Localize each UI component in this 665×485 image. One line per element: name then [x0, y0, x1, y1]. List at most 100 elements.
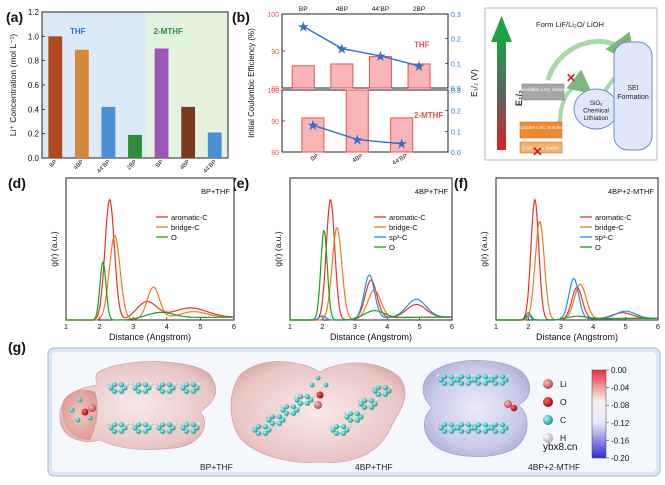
e12-star-marker-3: ★: [413, 58, 426, 74]
colorbar-tick-label: -0.16: [611, 436, 630, 445]
plot-frame: [289, 177, 453, 321]
bp-upper-carbon-atom: [142, 388, 149, 394]
bp-lower-carbon-atom: [190, 428, 197, 434]
panel-letter-b: (b): [232, 9, 250, 25]
4bp-lower-carbon-atom: [492, 428, 499, 434]
4bp-right-carbon-atom: [347, 411, 354, 417]
e12-star-marker-1: ★: [351, 132, 364, 148]
4bp-lower-hydrogen-atom: [473, 422, 477, 426]
y-tick-label: 100: [267, 88, 279, 95]
bottom-x-label: 4BP: [351, 154, 364, 165]
y-tick-label: 0.2: [28, 130, 40, 139]
x-tick-label: 6: [232, 322, 236, 331]
thf-carbon-atom: [75, 417, 81, 423]
subplot-label: THF: [414, 40, 430, 49]
unsuitable-x-mark: ✕: [566, 71, 576, 85]
4bp-upper-hydrogen-atom: [473, 374, 477, 378]
4bp-left-carbon-atom: [252, 427, 258, 433]
4bp-lower-carbon-atom: [465, 428, 472, 434]
legend-label-2: sp³-C: [595, 233, 614, 242]
panel-e-rdf-chart: 1 2 3 4 5 6 Distance (Angstrom) g(r) (a.u.) 4BP+…: [273, 177, 454, 342]
x-tick-label: 3: [131, 322, 135, 331]
4bp-right-hydrogen-atom: [348, 424, 352, 428]
plot-frame: [495, 177, 659, 321]
sio-label-line: SiOₓ: [590, 100, 603, 107]
4bp-left-carbon-atom: [290, 404, 297, 410]
4bp-upper-carbon-atom: [472, 377, 478, 383]
efficiency-bar-1: [330, 63, 354, 89]
4bp-right-carbon-atom: [372, 401, 378, 407]
bp-upper-carbon-atom: [170, 385, 176, 391]
top-x-label: 4BP: [336, 6, 348, 13]
4bp-upper-hydrogen-atom: [487, 374, 491, 378]
legend-atom-li: [543, 379, 553, 389]
4bp-upper-carbon-atom: [448, 374, 455, 380]
energy-axis-arrow: [497, 40, 506, 150]
legend-label-2: O: [171, 233, 177, 242]
4bp-left-hydrogen-atom: [250, 424, 254, 428]
4bp-right-carbon-atom: [347, 417, 354, 423]
4bp-right-carbon-atom: [333, 424, 340, 430]
4bp-lower-carbon-atom: [448, 428, 455, 434]
legend-atom-h: [543, 433, 553, 443]
bar-1: [74, 49, 89, 158]
bp-upper-carbon-atom: [166, 382, 173, 388]
4bp-upper-carbon-atom: [482, 380, 489, 386]
4bp-lower-carbon-atom: [458, 428, 465, 434]
bp-upper-carbon-atom: [111, 382, 118, 388]
4bp-upper-carbon-atom: [455, 377, 461, 383]
bottom-x-label: BP: [310, 154, 320, 163]
4bp-upper-carbon-atom: [441, 380, 448, 386]
4bp-upper-carbon-atom: [458, 380, 465, 386]
y-tick-label: 80: [271, 150, 279, 157]
4bp-upper-carbon-atom: [503, 377, 509, 383]
4bp-left-carbon-atom: [297, 394, 304, 400]
panel-c-mechanism-diagram: E₁/₂ Form LiF/Li₂O/ LiOH Unsuitable LAC …: [484, 7, 658, 161]
panel-letter-g: (g): [8, 339, 26, 355]
y-tick-label: 1.0: [28, 32, 40, 41]
x-tick-label: 2: [526, 322, 530, 331]
top-x-label: 2BP: [413, 6, 425, 13]
y2-tick-label: 0.1: [451, 129, 461, 136]
y-axis-label: g(r) (a.u.): [49, 231, 59, 267]
bp-lower-carbon-atom: [142, 428, 149, 434]
4bp-right-carbon-atom: [330, 427, 336, 433]
bp-thf-molecule: [69, 382, 202, 434]
e12-star-marker-2: ★: [374, 48, 387, 64]
energy-axis-label: E₁/₂: [514, 90, 524, 106]
4bp-left-carbon-atom: [304, 400, 311, 406]
thf-red-region: [61, 389, 98, 440]
4bp-right-carbon-atom: [368, 398, 375, 404]
lithium-atom: [88, 404, 96, 412]
y2-tick-label: 0.1: [451, 61, 461, 68]
4bp-thf-esp-surface: [230, 361, 406, 463]
lif-arrow-label: Form LiF/Li₂O/ LiOH: [536, 20, 604, 29]
x-axis-label: Distance (Angstrom): [330, 332, 412, 342]
4bp-left-carbon-atom: [290, 410, 297, 416]
4bp-right-carbon-atom: [333, 430, 340, 436]
4bp-left-hydrogen-atom: [292, 394, 296, 398]
4bp-left-carbon-atom: [269, 414, 276, 420]
efficiency-bar-0: [291, 65, 315, 89]
4bp-lower-hydrogen-atom: [470, 422, 474, 426]
bp-upper-carbon-atom: [194, 385, 200, 391]
lithium-atom: [504, 400, 512, 408]
y-tick-label: 90: [271, 49, 279, 56]
4bp-lower-hydrogen-atom: [453, 422, 457, 426]
x-tick-label: 5: [624, 322, 628, 331]
4bp-right-carbon-atom: [354, 417, 361, 423]
4bp-lower-carbon-atom: [448, 422, 455, 428]
panel-letter-e: (e): [232, 175, 249, 191]
green-curve-arrow-2: [558, 69, 593, 123]
less-stable-x-mark: ✕: [532, 144, 543, 159]
bp-upper-carbon-atom: [122, 385, 128, 391]
4bp-lower-carbon-atom: [441, 422, 448, 428]
4bp-lower-hydrogen-atom: [490, 422, 494, 426]
x-tick-label: 5: [418, 322, 422, 331]
4bp-right-carbon-atom: [375, 385, 382, 391]
4bp-upper-carbon-atom: [492, 374, 499, 380]
label-bp-thf: BP+THF: [200, 462, 233, 472]
4bp-left-carbon-atom: [266, 417, 272, 423]
4bp-left-hydrogen-atom: [278, 404, 282, 408]
